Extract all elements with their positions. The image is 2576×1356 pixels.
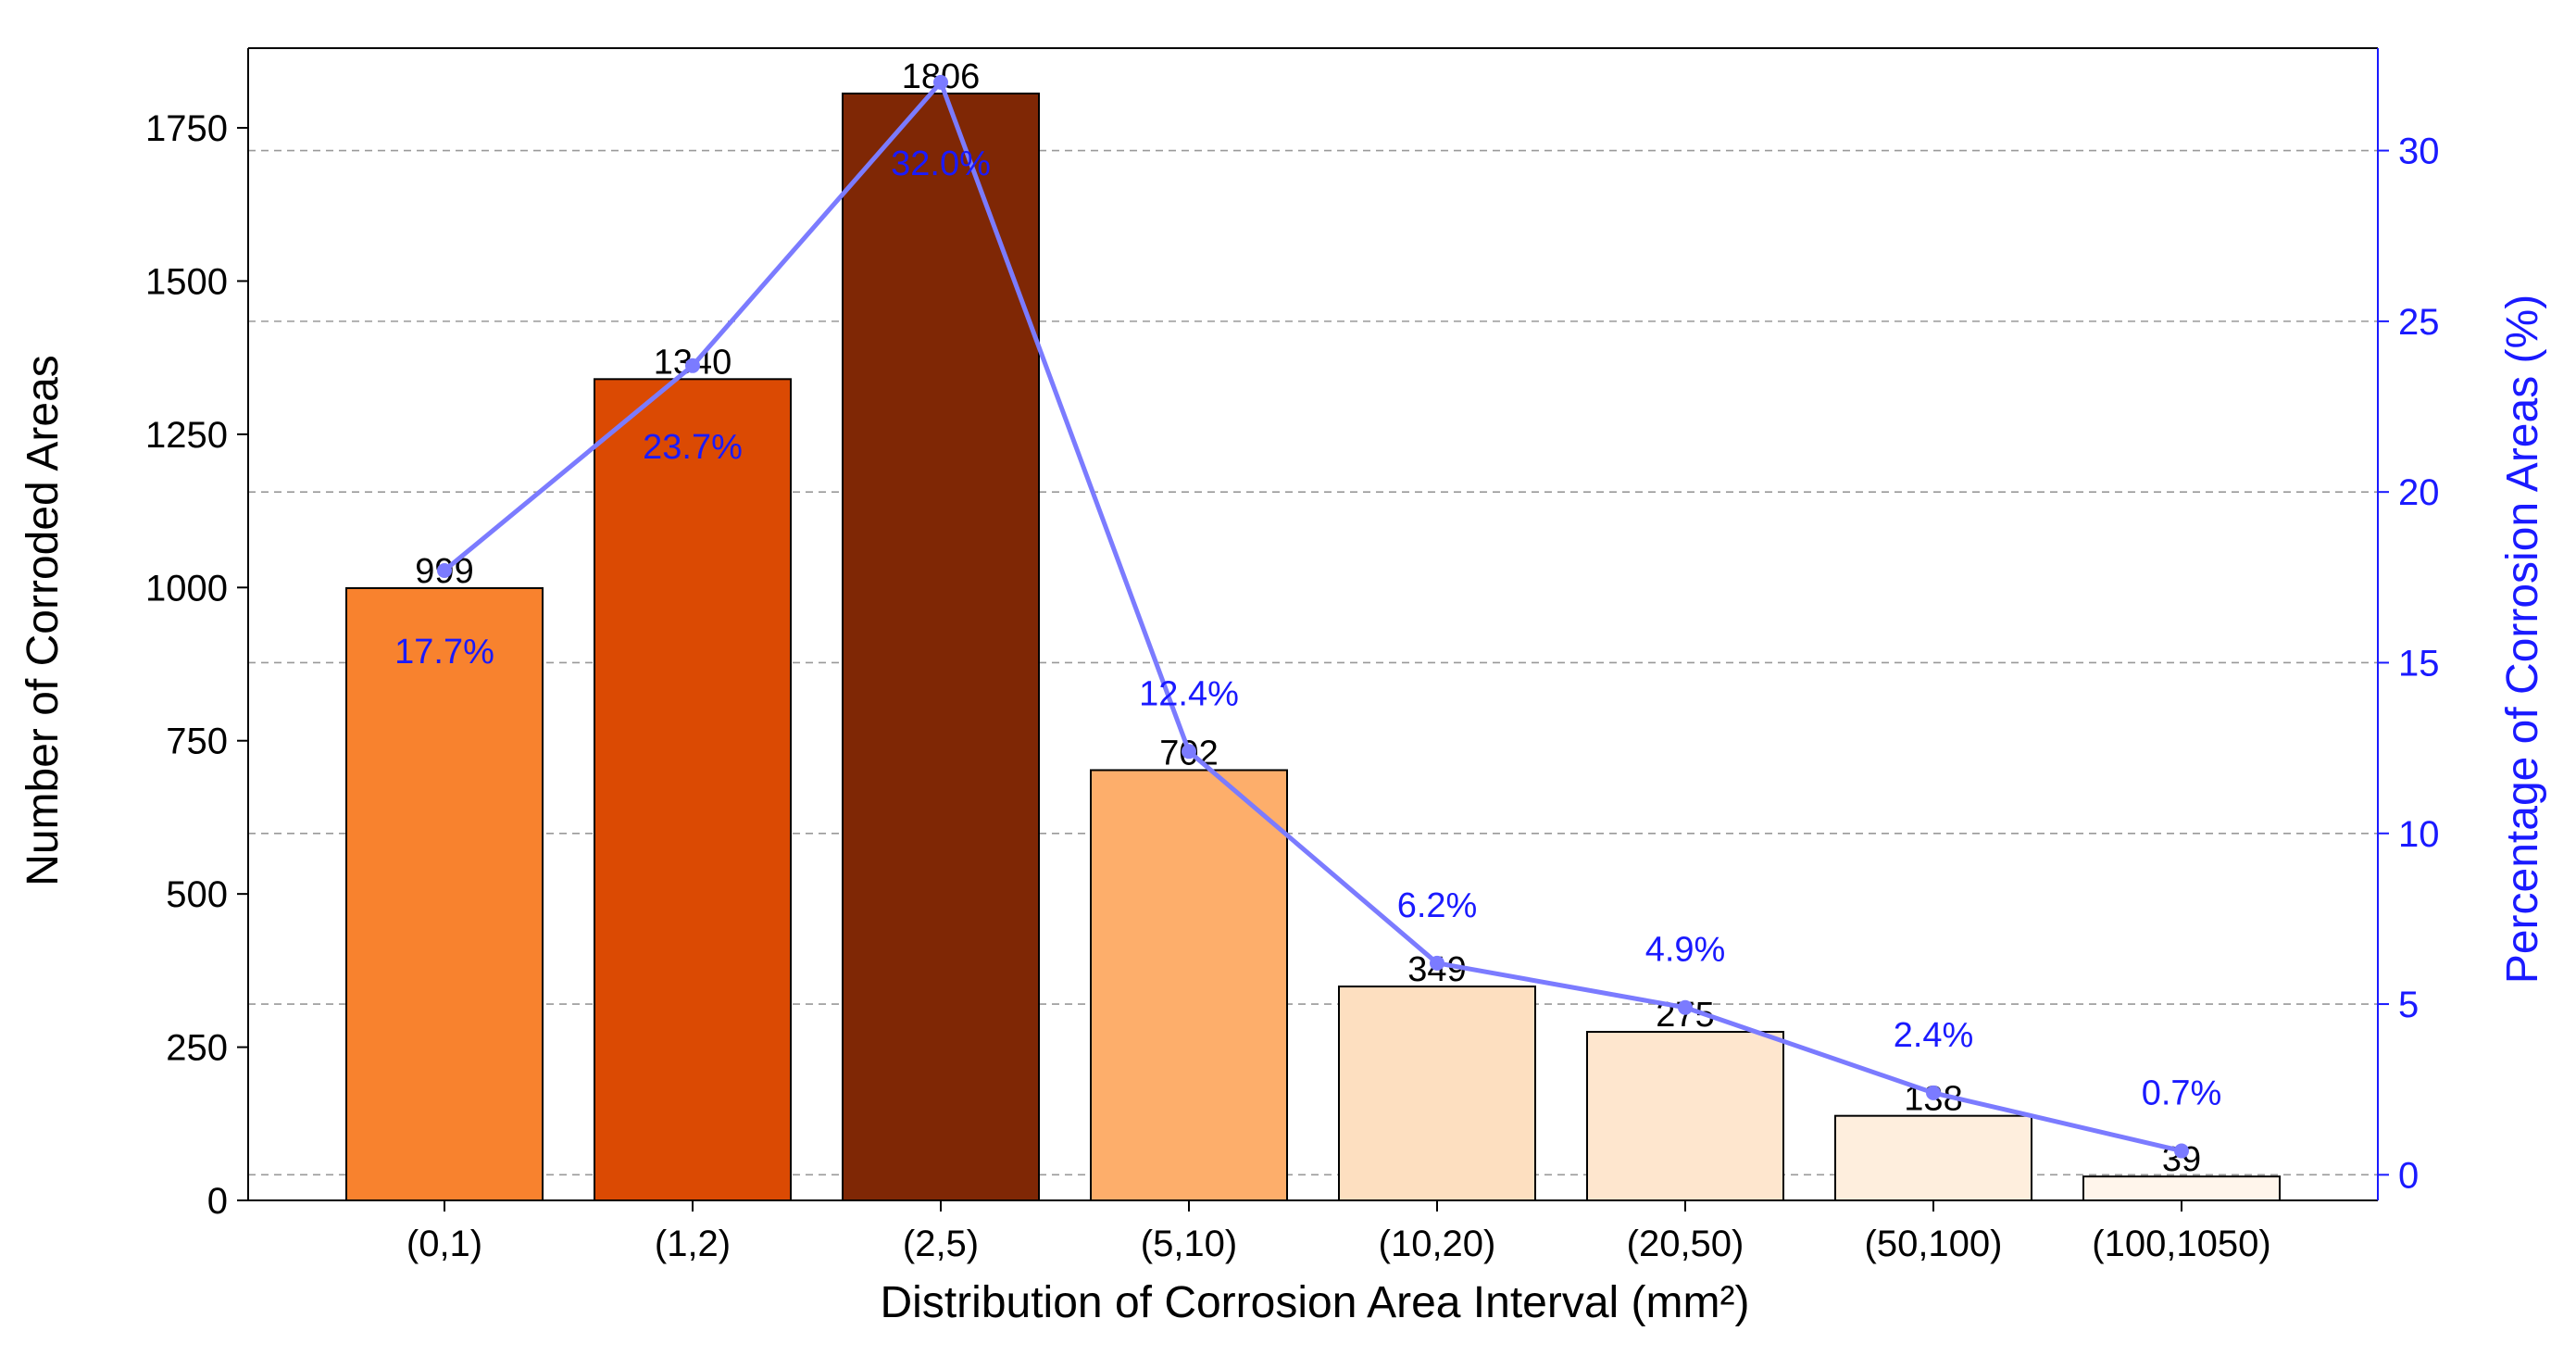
percentage-value-label: 2.4% [1894, 1016, 1974, 1055]
percentage-line [443, 80, 2182, 1153]
y-tick-label: 250 [166, 1028, 228, 1069]
y-tick-label: 1250 [145, 415, 228, 456]
percentage-value-label: 4.9% [1645, 931, 1726, 970]
line-layer [437, 74, 2189, 1159]
percentage-point [685, 358, 700, 373]
percentage-value-label: 23.7% [643, 428, 743, 467]
y-tick-label: 1000 [145, 568, 228, 609]
grid-layer [248, 149, 2378, 1176]
bars-layer [345, 92, 2281, 1202]
y-tick-label: 0 [207, 1181, 228, 1222]
ticks-layer: 0 250 500 750 1000 1250 1500 1750 0 5 10 15 20 25 30 (0… [145, 108, 2439, 1264]
y-axis-title: Number of Corroded Areas [19, 355, 68, 886]
x-tick-label: (1,2) [655, 1224, 731, 1264]
percentage-value-label: 17.7% [394, 633, 494, 672]
bar-2 [594, 378, 792, 1201]
y-tick-label: 1750 [145, 108, 228, 149]
axes-layer [247, 47, 2379, 1201]
x-tick-label: (5,10) [1141, 1224, 1238, 1264]
percentage-point [2174, 1143, 2189, 1159]
percentage-point [1926, 1085, 1941, 1100]
y2-tick-label: 5 [2398, 985, 2419, 1025]
bar-5 [1338, 986, 1536, 1201]
bar-1 [345, 586, 544, 1201]
percentage-value-label: 12.4% [1139, 674, 1239, 713]
x-axis-title: Distribution of Corrosion Area Interval … [881, 1278, 1750, 1327]
y2-axis-title: Percentage of Corrosion Areas (%) [2498, 295, 2547, 984]
percentage-value-label: 32.0% [891, 144, 991, 183]
y-tick-label: 500 [166, 874, 228, 915]
bar-6 [1586, 1031, 1784, 1201]
y2-tick-label: 10 [2398, 814, 2440, 855]
x-tick-label: (0,1) [406, 1224, 482, 1264]
x-tick-label: (50,100) [1865, 1224, 2003, 1264]
y-tick-label: 750 [166, 722, 228, 762]
percentage-value-label: 6.2% [1397, 886, 1478, 925]
percentage-point [437, 562, 452, 578]
percentage-point [933, 74, 948, 90]
y2-tick-label: 30 [2398, 132, 2440, 172]
y2-tick-label: 15 [2398, 643, 2440, 684]
percentage-value-label: 0.7% [2142, 1074, 2222, 1113]
y-tick-label: 1500 [145, 261, 228, 302]
percentage-point [1182, 744, 1196, 760]
x-tick-label: (10,20) [1379, 1224, 1496, 1264]
y2-tick-label: 20 [2398, 472, 2440, 513]
y2-tick-label: 0 [2398, 1155, 2419, 1196]
x-tick-label: (100,1050) [2092, 1224, 2270, 1264]
bar-8 [2082, 1175, 2281, 1201]
percentage-point [1678, 999, 1693, 1015]
percentage-point [1430, 955, 1444, 971]
y2-tick-label: 25 [2398, 302, 2440, 343]
bar-3 [842, 92, 1040, 1202]
bar-4 [1090, 769, 1288, 1201]
x-tick-label: (20,50) [1627, 1224, 1744, 1264]
pct-labels-layer: 17.7% 23.7% 32.0% 12.4% 6.2% 4.9% 2.4% 0.7% [394, 144, 2221, 1113]
bar-7 [1834, 1114, 2032, 1201]
x-tick-label: (2,5) [903, 1224, 979, 1264]
